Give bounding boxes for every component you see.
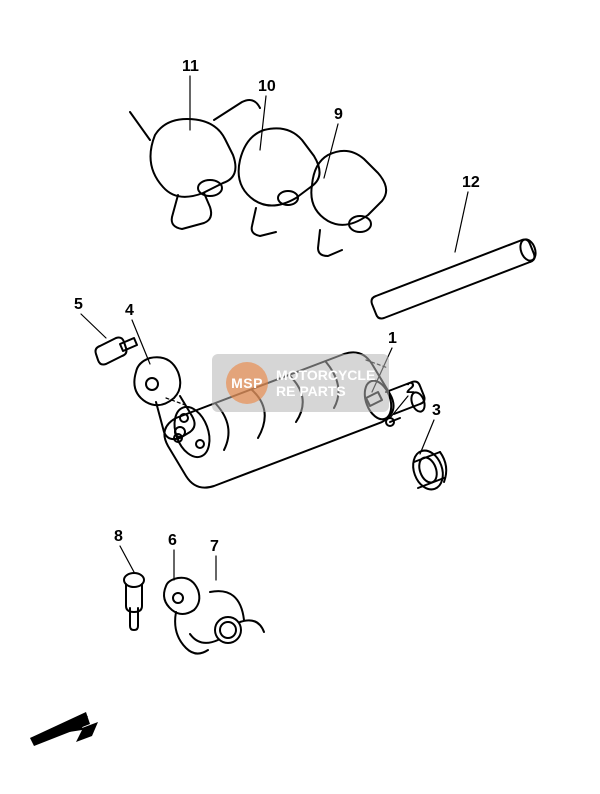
callout-8: 8 [114,528,123,546]
callout-6: 6 [168,532,177,550]
direction-arrow [30,712,98,746]
parts-diagram: 1 2 3 4 5 6 7 8 9 10 11 12 MSP MOTORCYCL… [0,0,600,789]
part-4 [134,357,194,439]
callout-3: 3 [432,402,441,420]
part-11 [130,100,260,229]
part-2 [386,418,400,426]
part-3 [408,446,448,493]
part-10 [239,128,320,236]
callout-7: 7 [210,538,219,556]
part-9 [311,151,386,256]
callout-5: 5 [74,296,83,314]
callout-4: 4 [125,302,134,320]
part-12 [372,237,539,318]
parts-svg [0,0,600,789]
callout-11: 11 [182,58,199,76]
part-7 [190,591,264,643]
part-5 [96,338,138,365]
part-1 [366,392,382,406]
part-8 [124,573,144,630]
callout-9: 9 [334,106,343,124]
callout-1: 1 [388,330,397,348]
callout-10: 10 [258,78,276,96]
callout-12: 12 [462,174,480,192]
callout-2: 2 [406,380,415,398]
